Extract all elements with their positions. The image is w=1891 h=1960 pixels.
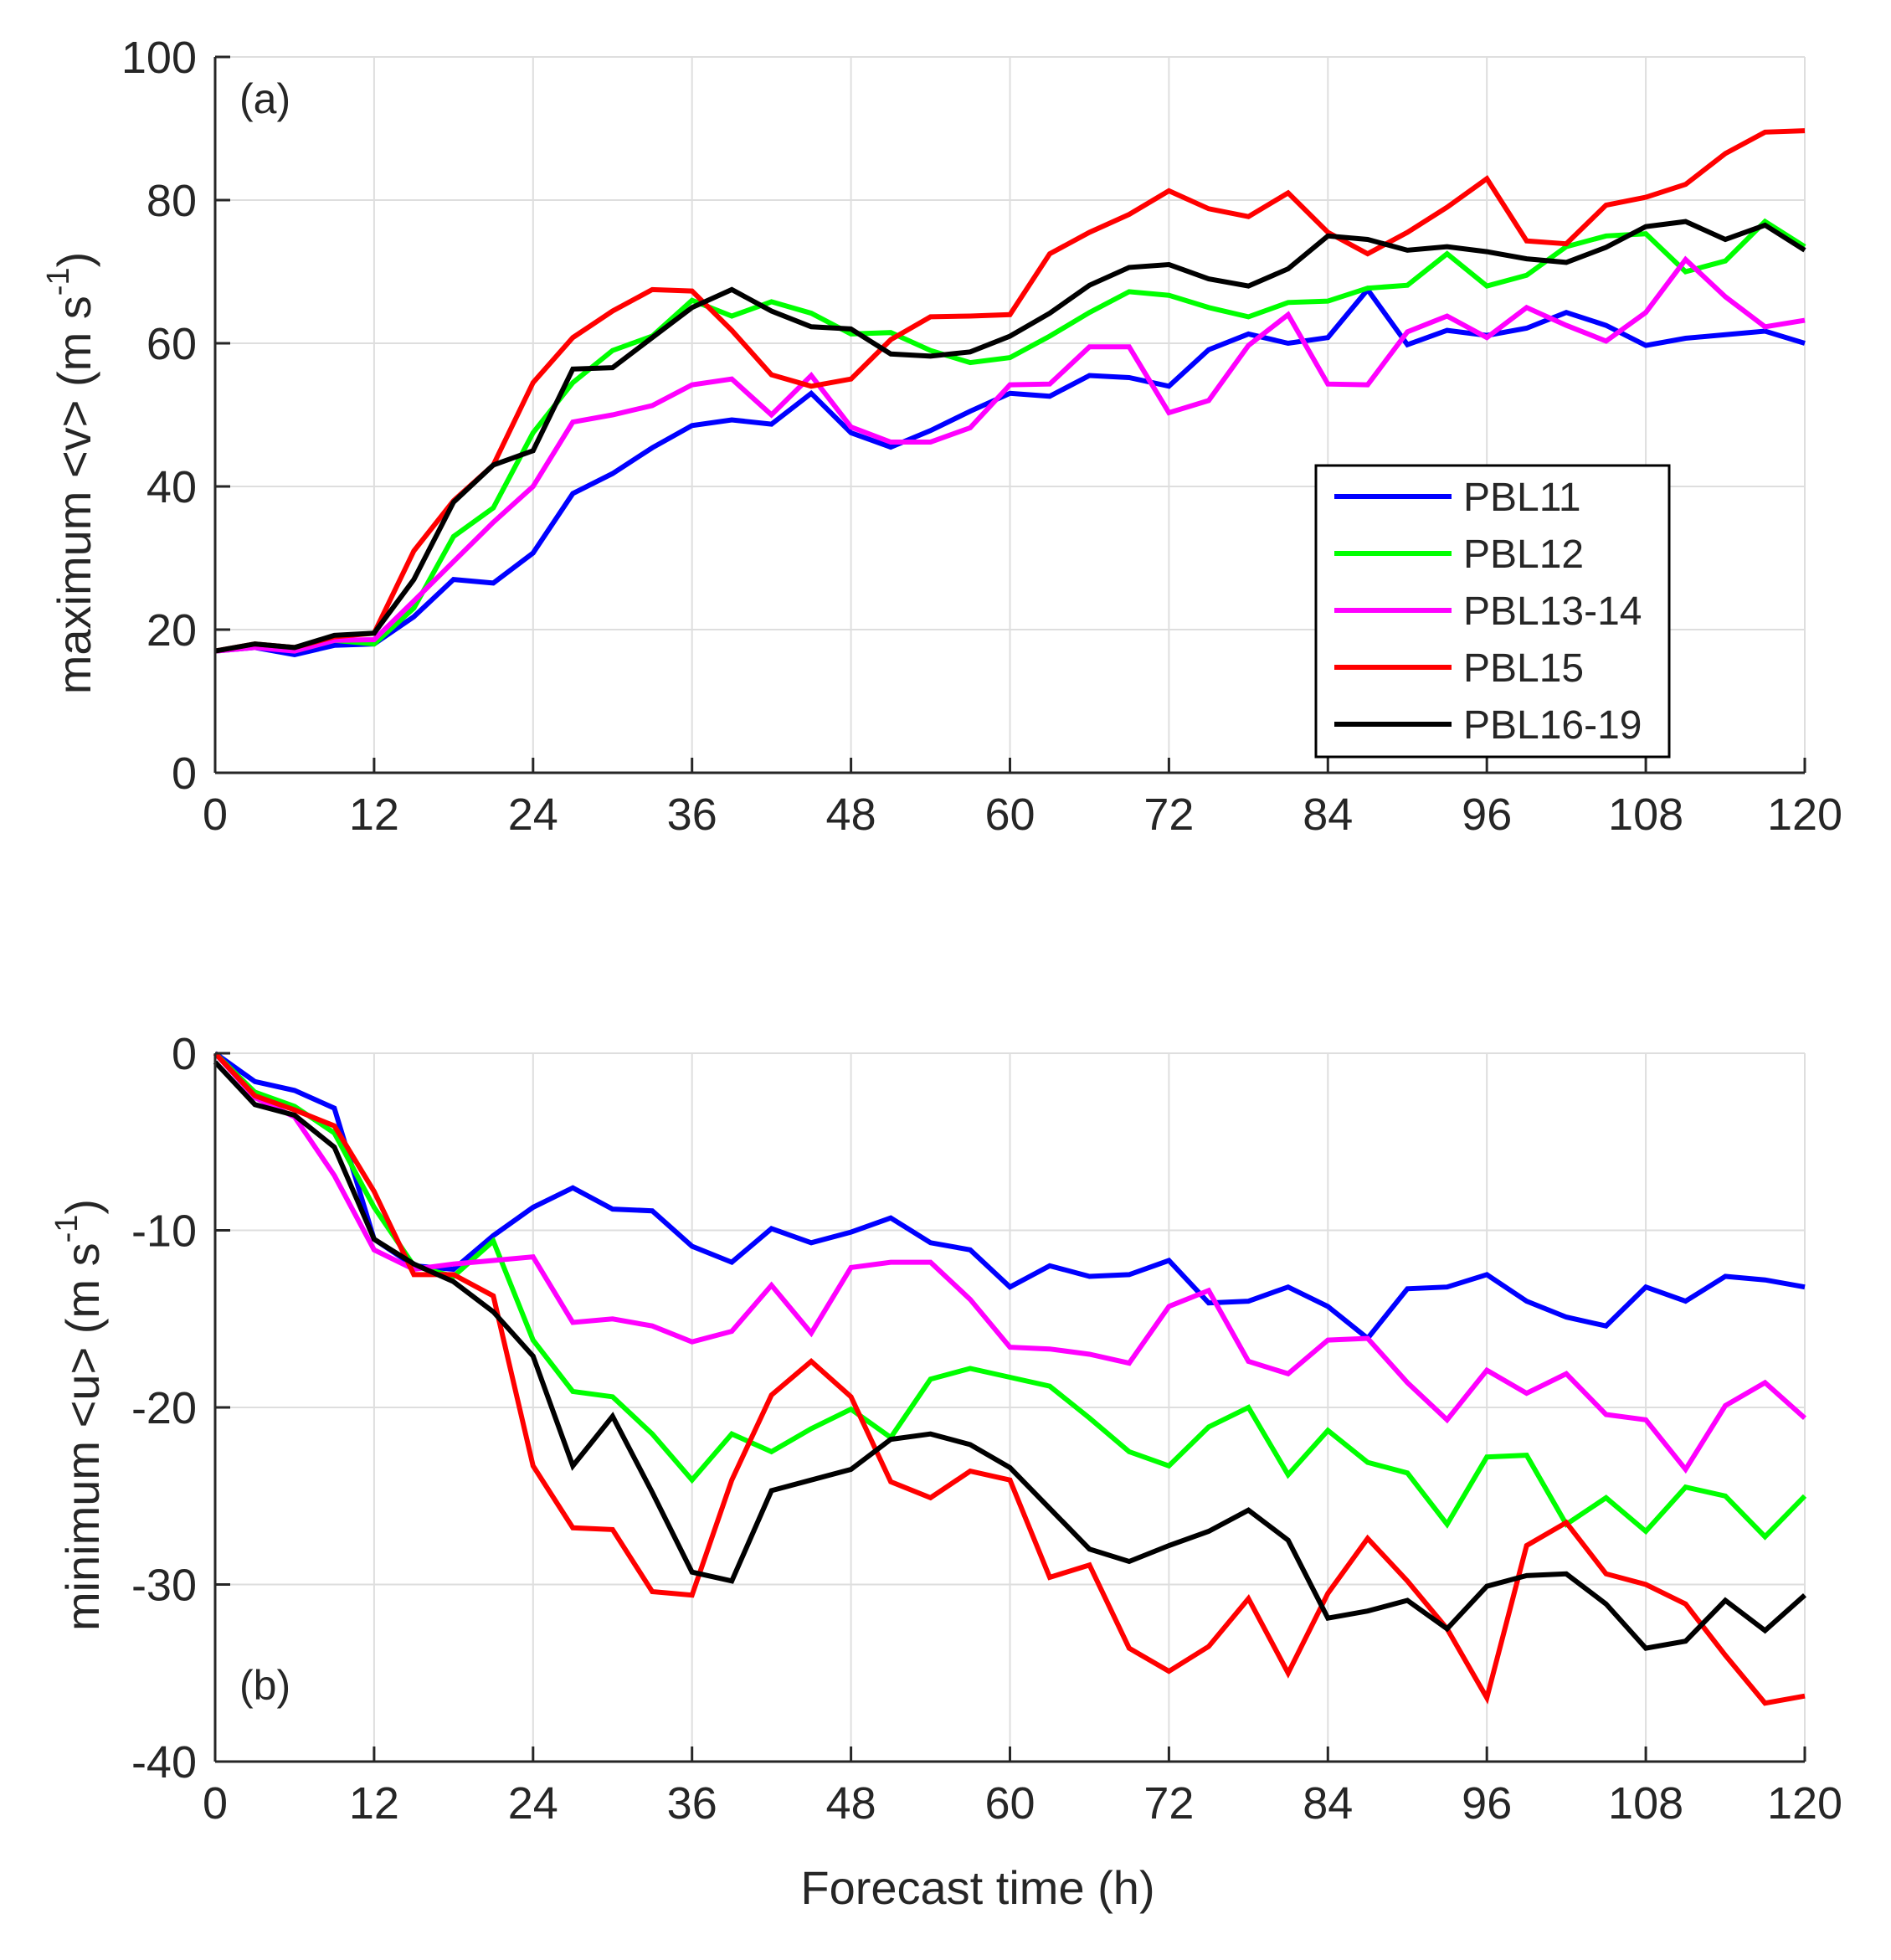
y-tick-label-a-2: 40 [146,462,197,512]
panel-b-xlabel: Forecast time (h) [800,1861,1154,1914]
legend: PBL11 PBL12 PBL13-14 PBL15 PBL16-19 [1314,464,1671,759]
y-tick-label-b-1: -30 [131,1561,197,1611]
x-tick-label-b-2: 24 [508,1778,558,1829]
x-tick-label-b-9: 108 [1608,1778,1683,1829]
x-tick-label-a-5: 60 [984,790,1035,840]
legend-label-3: PBL15 [1463,646,1584,691]
x-tick-label-a-1: 12 [349,790,399,840]
x-tick-label-b-8: 96 [1462,1778,1512,1829]
x-tick-label-b-0: 0 [203,1778,228,1829]
y-tick-label-a-1: 20 [146,605,197,656]
panel-a-axes: 0 12 24 36 48 60 72 84 96 108 120 0 20 40 60 80 100 [121,33,1842,840]
legend-label-4: PBL16-19 [1463,703,1642,748]
legend-items: PBL11 PBL12 PBL13-14 PBL15 PBL16-19 [1334,476,1642,748]
series-line-b-3 [213,1051,1806,1706]
x-tick-label-b-4: 48 [826,1778,876,1829]
series-line-a-4 [214,219,1806,654]
y-tick-label-b-0: -40 [131,1737,197,1788]
panel-a-series [214,128,1806,657]
series-line-a-2 [214,255,1806,654]
series-line-b-1 [213,1051,1807,1541]
x-tick-label-b-3: 36 [667,1778,717,1829]
x-tick-label-a-7: 84 [1303,790,1353,840]
series-line-b-4 [213,1060,1806,1651]
y-tick-label-a-3: 60 [146,319,197,369]
series-line-a-0 [214,286,1806,657]
legend-label-2: PBL13-14 [1463,589,1642,634]
y-tick-label-b-3: -10 [131,1206,197,1257]
x-tick-label-a-2: 24 [508,790,558,840]
series-line-b-2 [213,1051,1806,1474]
panel-a-ylabel: maximum <v> (m s-1) [41,252,100,695]
y-tick-label-a-5: 100 [121,33,197,83]
x-tick-label-a-0: 0 [203,790,228,840]
series-line-a-1 [214,218,1806,654]
x-tick-label-a-10: 120 [1767,790,1842,840]
y-tick-label-b-2: -20 [131,1383,197,1433]
y-tick-label-a-0: 0 [172,749,197,799]
y-tick-label-b-4: 0 [172,1029,197,1079]
x-tick-label-a-3: 36 [667,790,717,840]
x-tick-label-b-5: 60 [984,1778,1035,1829]
panel-b-chart: 0 12 24 36 48 60 72 84 96 108 120 -40 -30 -20 -10 0 (b)… [49,1029,1842,1914]
panel-b-label: (b) [239,1662,290,1709]
series-line-b-0 [213,1051,1806,1342]
x-tick-label-a-4: 48 [826,790,876,840]
x-tick-label-a-9: 108 [1608,790,1683,840]
x-tick-label-b-10: 120 [1767,1778,1842,1829]
panel-a-label: (a) [239,75,290,122]
x-tick-label-b-6: 72 [1143,1778,1194,1829]
legend-label-0: PBL11 [1463,476,1581,520]
x-tick-label-a-8: 96 [1462,790,1512,840]
x-tick-label-b-7: 84 [1303,1778,1353,1829]
legend-label-1: PBL12 [1463,532,1584,577]
panel-b-axes: 0 12 24 36 48 60 72 84 96 108 120 -40 -30 -20 -10 0 [131,1029,1842,1829]
panel-b-series [213,1051,1807,1706]
x-tick-label-b-1: 12 [349,1778,399,1829]
y-tick-label-a-4: 80 [146,176,197,226]
panel-b-ylabel: minimum <u> (m s-1) [49,1199,109,1631]
x-tick-label-a-6: 72 [1143,790,1194,840]
